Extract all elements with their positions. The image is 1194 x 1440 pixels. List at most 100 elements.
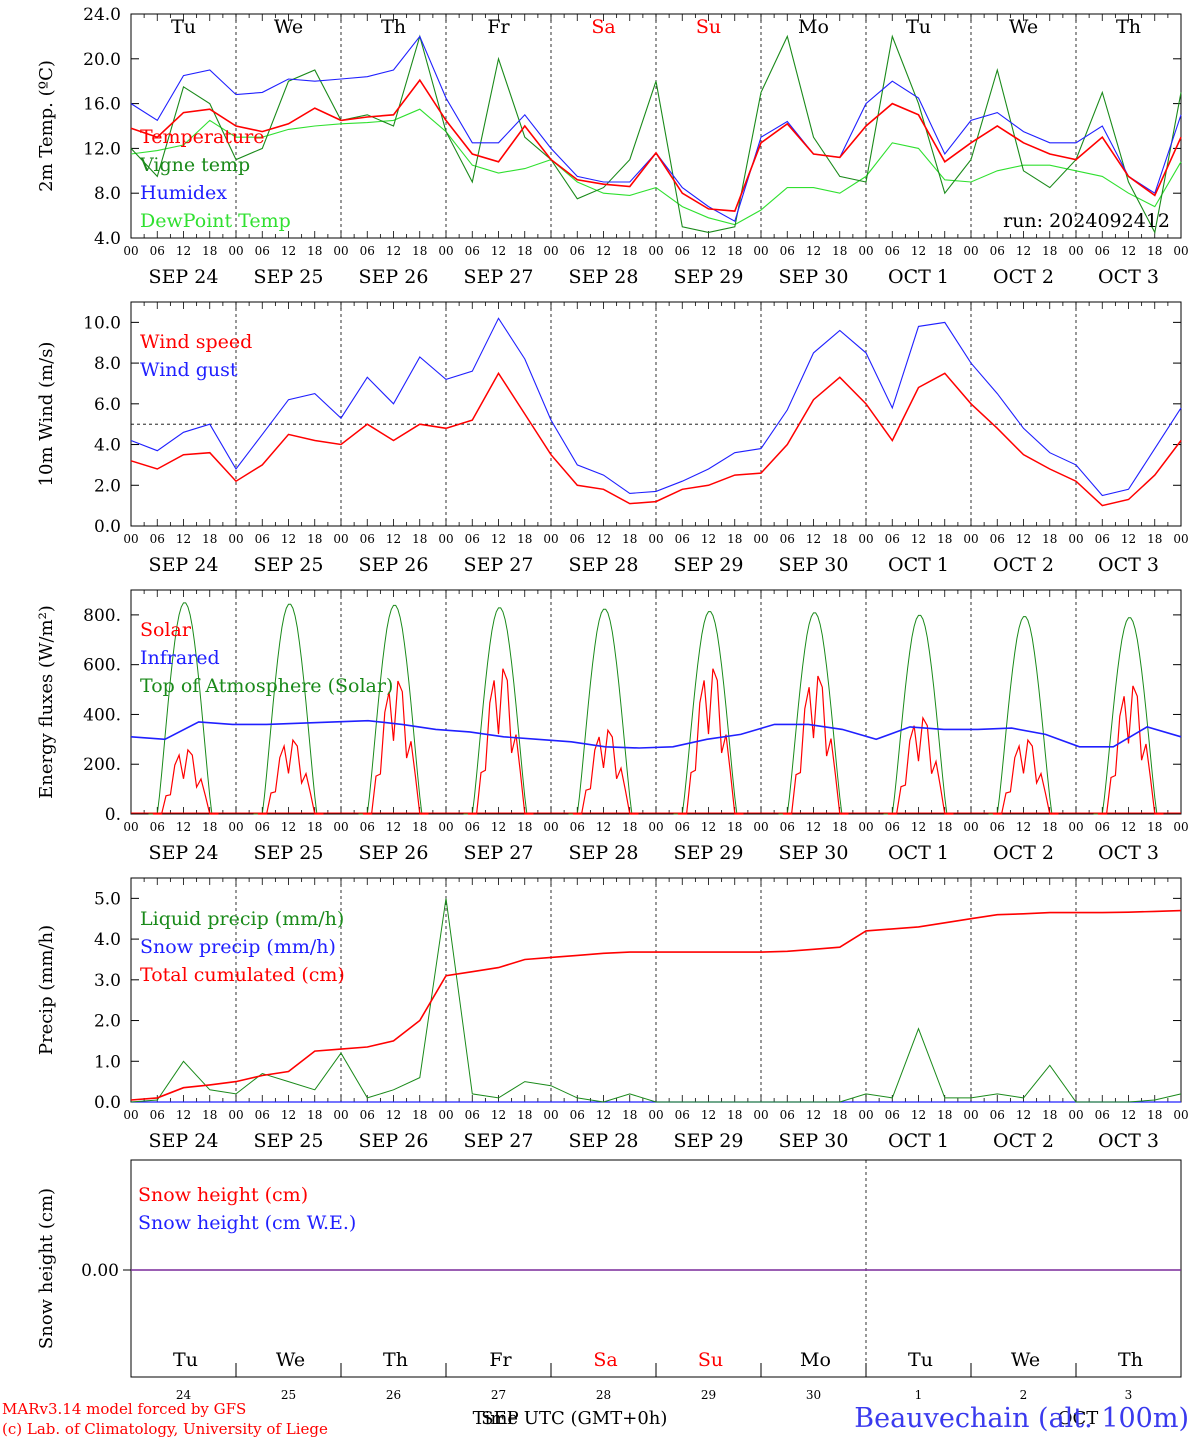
y-tick-label: 4.0: [94, 436, 121, 456]
hour-tick-label: 12: [806, 244, 821, 258]
hour-tick-label: 12: [176, 820, 191, 834]
hour-tick-label: 00: [858, 820, 873, 834]
hour-tick-label: 12: [911, 820, 926, 834]
y-tick-label: 800.: [83, 606, 121, 626]
hour-tick-label: 12: [281, 244, 296, 258]
hour-tick-label: 18: [202, 1108, 217, 1122]
hour-tick-label: 18: [412, 244, 427, 258]
hour-tick-label: 00: [1068, 244, 1083, 258]
hour-tick-label: 12: [911, 1108, 926, 1122]
date-label: SEP 27: [464, 842, 534, 864]
hour-tick-label: 18: [832, 820, 847, 834]
hour-tick-label: 06: [990, 244, 1005, 258]
hour-tick-label: 06: [990, 820, 1005, 834]
bottom-date: 29: [701, 1388, 716, 1402]
y-tick-label: 8.0: [94, 184, 121, 204]
panel-1: 4.0 8.0 12.0 16.0 20.0 24.0 2m Temp. (ºC) Tu We T…: [36, 5, 1189, 288]
date-label: SEP 29: [674, 1130, 744, 1152]
date-label: SEP 29: [674, 266, 744, 288]
hour-tick-label: 06: [780, 820, 795, 834]
hour-tick-label: 06: [675, 244, 690, 258]
hour-tick-label: 00: [753, 1108, 768, 1122]
hour-tick-label: 18: [622, 244, 637, 258]
hour-tick-label: 00: [228, 820, 243, 834]
series-solar: [782, 675, 849, 815]
hour-tick-label: 12: [1121, 244, 1136, 258]
date-label: SEP 30: [779, 842, 849, 864]
y-tick-label: 5.0: [94, 889, 121, 909]
hour-tick-label: 00: [438, 1108, 453, 1122]
series-solar: [362, 680, 429, 815]
hour-tick-label: 12: [1121, 820, 1136, 834]
hour-tick-label: 06: [150, 820, 165, 834]
y-tick-label: 1.0: [94, 1052, 121, 1072]
hour-tick-label: 18: [937, 820, 952, 834]
hour-tick-label: 00: [858, 1108, 873, 1122]
hour-tick-label: 06: [150, 532, 165, 546]
day-name: Sa: [591, 16, 615, 38]
hour-tick-label: 12: [701, 244, 716, 258]
hour-tick-label: 00: [543, 1108, 558, 1122]
day-name: We: [1009, 16, 1038, 38]
date-label: SEP 27: [464, 266, 534, 288]
panel-frame: [130, 13, 1182, 239]
series-solar: [1097, 685, 1164, 815]
y-tick-label: 8.0: [94, 354, 121, 374]
hour-tick-label: 00: [648, 1108, 663, 1122]
day-name: We: [276, 1349, 305, 1371]
hour-tick-label: 18: [622, 820, 637, 834]
date-label: SEP 24: [149, 554, 219, 576]
hour-tick-label: 12: [1016, 532, 1031, 546]
hour-tick-label: 00: [753, 820, 768, 834]
hour-tick-label: 12: [176, 532, 191, 546]
y-tick-label: 6.0: [94, 395, 121, 415]
hour-tick-label: 18: [622, 1108, 637, 1122]
day-name: We: [1011, 1349, 1040, 1371]
hour-tick-label: 00: [438, 532, 453, 546]
hour-tick-label: 00: [963, 532, 978, 546]
date-label: SEP 28: [569, 1130, 639, 1152]
bottom-date: 2: [1020, 1388, 1028, 1402]
hour-tick-label: 06: [780, 1108, 795, 1122]
hour-tick-label: 18: [727, 244, 742, 258]
hour-tick-label: 18: [1147, 532, 1162, 546]
hour-tick-label: 12: [1016, 1108, 1031, 1122]
date-label: SEP 27: [464, 554, 534, 576]
hour-tick-label: 00: [1173, 1108, 1188, 1122]
hour-tick-label: 18: [412, 532, 427, 546]
hour-tick-label: 12: [596, 244, 611, 258]
bottom-date: 25: [281, 1388, 296, 1402]
hour-tick-label: 12: [281, 820, 296, 834]
hour-tick-label: 18: [202, 244, 217, 258]
series-toa-solar: [1093, 617, 1164, 815]
series-temperature: [130, 78, 1182, 212]
date-label: OCT 3: [1098, 1130, 1159, 1152]
day-name: Th: [1116, 16, 1141, 38]
day-name: We: [274, 16, 303, 38]
legend-entry: Total cumulated (cm): [140, 964, 345, 986]
hour-tick-label: 00: [858, 244, 873, 258]
y-tick-label: 0.00: [81, 1261, 119, 1281]
hour-tick-label: 06: [150, 244, 165, 258]
hour-tick-label: 12: [386, 244, 401, 258]
date-label: SEP 28: [569, 554, 639, 576]
series-vigne-temp: [130, 34, 1182, 235]
day-name: Fr: [489, 1349, 512, 1371]
legend-entry: Solar: [140, 619, 192, 641]
hour-tick-label: 18: [1042, 532, 1057, 546]
hour-tick-label: 06: [255, 532, 270, 546]
hour-tick-label: 06: [570, 820, 585, 834]
hour-tick-label: 18: [517, 1108, 532, 1122]
legend-entry: Wind gust: [140, 359, 238, 381]
date-label: SEP 29: [674, 842, 744, 864]
hour-tick-label: 00: [1068, 820, 1083, 834]
hour-tick-label: 12: [491, 820, 506, 834]
hour-tick-label: 00: [123, 820, 138, 834]
hour-tick-label: 18: [937, 532, 952, 546]
x-axis-title: Time UTC (GMT+0h): [473, 1408, 668, 1429]
hour-tick-label: 00: [543, 820, 558, 834]
series-liquid-precip: [130, 898, 1182, 1103]
hour-tick-label: 06: [570, 532, 585, 546]
hour-tick-label: 06: [255, 820, 270, 834]
hour-tick-label: 00: [1173, 532, 1188, 546]
